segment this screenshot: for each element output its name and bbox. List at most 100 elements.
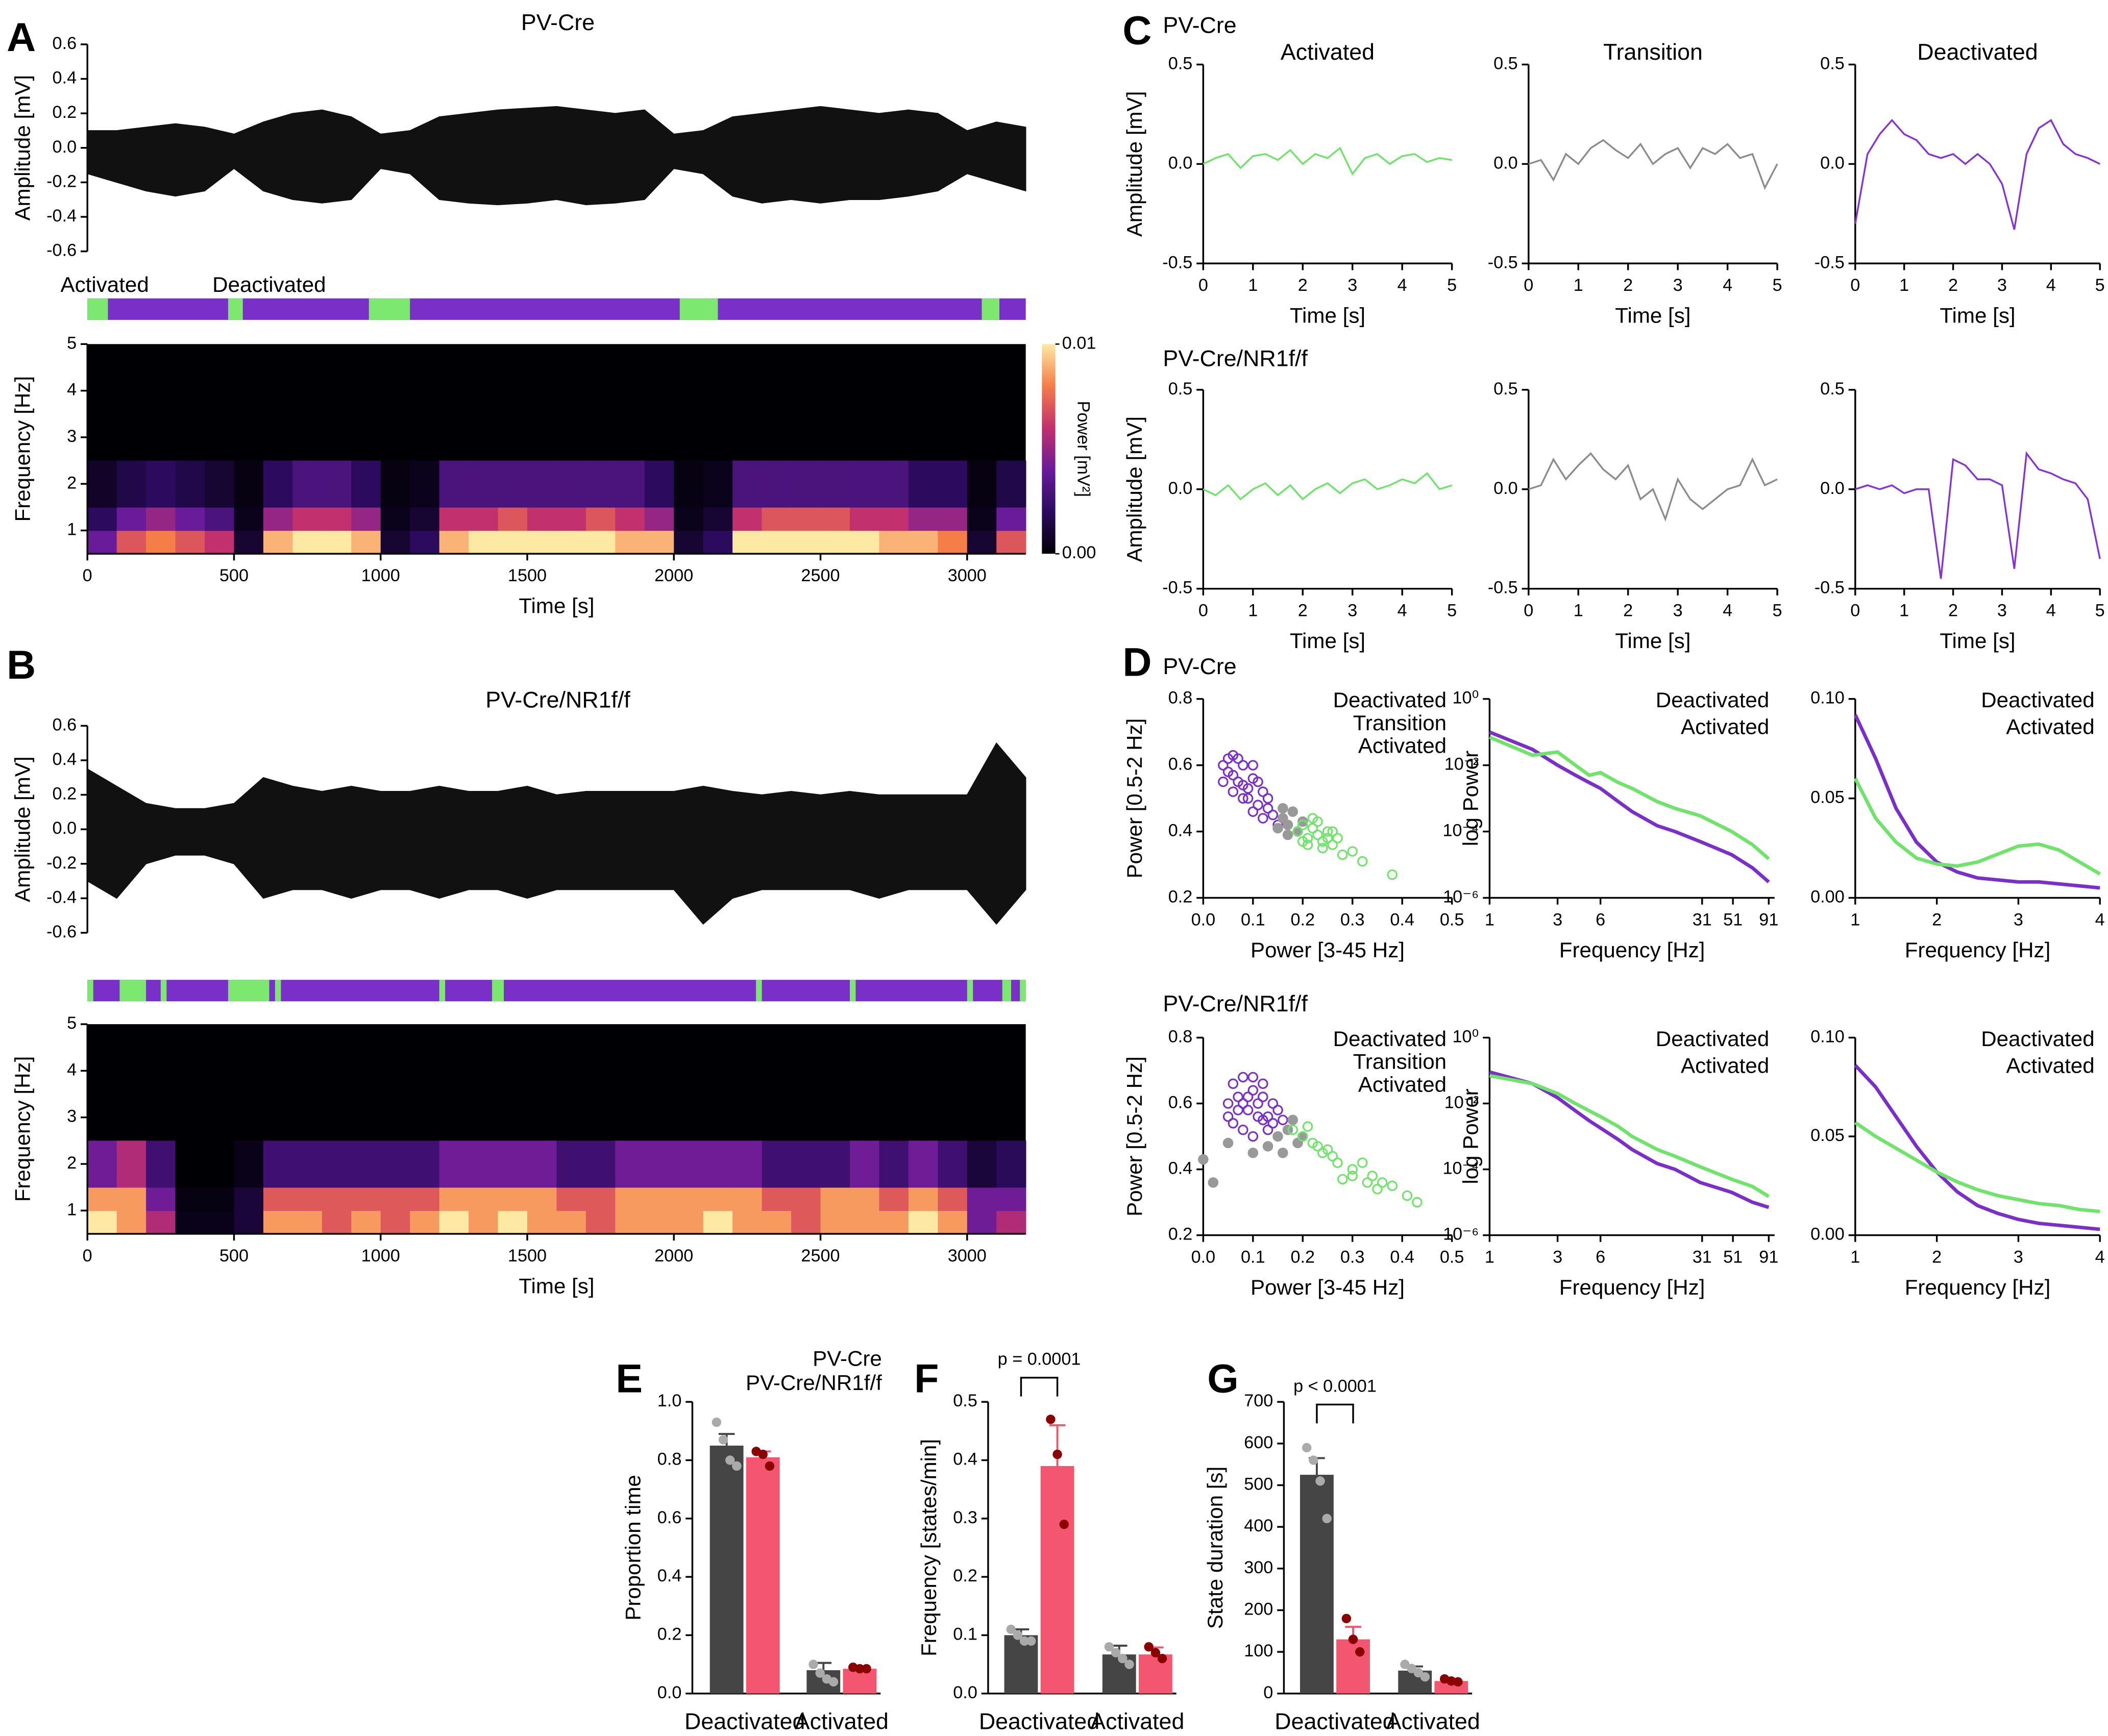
y-tick-label: 0.0 bbox=[1168, 153, 1193, 172]
scatter-point bbox=[1247, 1147, 1259, 1158]
x-tick-label: 500 bbox=[219, 566, 249, 585]
y-tick-label: 100 bbox=[1244, 1641, 1273, 1660]
state-interval bbox=[756, 980, 762, 1002]
x-tick-label: 2000 bbox=[654, 566, 693, 585]
scatter-point bbox=[1337, 849, 1348, 860]
line bbox=[1854, 1121, 2100, 1213]
legend-label: Deactivated bbox=[1981, 688, 2094, 712]
y-tick-label: 10⁻⁶ bbox=[1443, 1225, 1479, 1244]
x-tick-label: 0.1 bbox=[1241, 1247, 1265, 1267]
legend-label: Deactivated bbox=[1656, 1027, 1769, 1051]
y-tick-label: 1.0 bbox=[657, 1391, 682, 1410]
x-axis-label: Frequency [Hz] bbox=[1559, 938, 1705, 962]
y-axis-label: Frequency [Hz] bbox=[11, 1056, 35, 1202]
colorbar-label: Power [mV²] bbox=[1073, 401, 1093, 497]
data-point bbox=[712, 1417, 722, 1427]
y-tick-label: 3 bbox=[67, 1107, 77, 1126]
state-interval bbox=[87, 980, 93, 1002]
x-axis-label: Time [s] bbox=[1940, 304, 2015, 328]
y-tick-label: -0.6 bbox=[46, 241, 77, 260]
heatmap-cell bbox=[938, 1187, 968, 1211]
x-tick-label: 3 bbox=[1673, 601, 1683, 620]
x-tick-label: 2 bbox=[1298, 601, 1308, 620]
heatmap-cell bbox=[292, 530, 323, 554]
panel-letter: D bbox=[1122, 639, 1151, 685]
legend-label: Activated bbox=[1681, 1053, 1769, 1077]
bar bbox=[1040, 1466, 1074, 1694]
y-axis-label: Amplitude [mV] bbox=[11, 756, 35, 902]
scatter-point bbox=[1278, 1114, 1288, 1126]
scatter-point bbox=[1242, 1105, 1254, 1115]
legend-label: Activated bbox=[1681, 715, 1769, 739]
x-tick-label: 2500 bbox=[801, 566, 840, 585]
heatmap-cell bbox=[439, 1187, 469, 1211]
heatmap-cell bbox=[469, 1210, 499, 1234]
heatmap-cell bbox=[615, 1187, 645, 1211]
heatmap-cell bbox=[380, 507, 410, 531]
heatmap-cell bbox=[967, 1140, 997, 1188]
heatmap-cell bbox=[439, 1140, 469, 1188]
x-tick-label: 1000 bbox=[361, 566, 400, 585]
x-tick-label: 4 bbox=[2046, 276, 2056, 295]
data-point bbox=[718, 1435, 728, 1445]
heatmap-cell bbox=[879, 507, 909, 531]
scatter-point bbox=[1233, 1092, 1243, 1102]
y-tick-label: 0.0 bbox=[657, 1683, 682, 1702]
y-tick-label: 0.0 bbox=[1168, 479, 1193, 498]
heatmap-cell bbox=[146, 530, 176, 554]
heatmap-cell bbox=[234, 460, 264, 508]
x-axis-label: Time [s] bbox=[1940, 629, 2015, 653]
heatmap-cell bbox=[674, 530, 704, 554]
heatmap-cell bbox=[556, 1140, 586, 1188]
panel-letter: B bbox=[7, 642, 36, 687]
heatmap-cell bbox=[674, 460, 704, 508]
y-axis-label: log Power bbox=[1458, 1088, 1482, 1184]
legend-label: Activated bbox=[2006, 1053, 2094, 1077]
state-interval bbox=[275, 980, 281, 1002]
scatter-point bbox=[1372, 1183, 1383, 1195]
heatmap-cell bbox=[175, 1187, 205, 1211]
legend-label: Deactivated bbox=[1981, 1027, 2094, 1051]
x-tick-label: 4 bbox=[1723, 601, 1732, 620]
scatter-point bbox=[1247, 760, 1259, 771]
heatmap-cell bbox=[351, 1210, 381, 1234]
heatmap-cell bbox=[908, 460, 939, 508]
x-tick-label: 31 bbox=[1693, 1247, 1712, 1267]
y-axis-label: Amplitude [mV] bbox=[11, 75, 35, 221]
scatter-point bbox=[1287, 1124, 1298, 1135]
heatmap-cell bbox=[175, 1210, 205, 1234]
state-interval bbox=[1002, 980, 1011, 1002]
line bbox=[1203, 472, 1453, 501]
x-tick-label: 0 bbox=[1198, 276, 1208, 295]
x-tick-label: 5 bbox=[2095, 276, 2105, 295]
heatmap-cell bbox=[87, 530, 117, 554]
heatmap-cell bbox=[585, 507, 616, 531]
x-tick-label: 1 bbox=[1850, 1247, 1860, 1267]
scatter-point bbox=[1247, 1085, 1259, 1096]
heatmap-cell bbox=[820, 530, 850, 554]
y-tick-label: 0.00 bbox=[1810, 887, 1845, 907]
x-axis-label: Time [s] bbox=[1615, 304, 1690, 328]
y-axis-label: Amplitude [mV] bbox=[1122, 416, 1146, 562]
significance-bracket bbox=[1020, 1377, 1059, 1397]
scatter-point bbox=[1347, 1164, 1358, 1175]
x-axis-label: Time [s] bbox=[1615, 629, 1690, 653]
scatter-point bbox=[1267, 1118, 1279, 1129]
data-point bbox=[1046, 1415, 1056, 1424]
x-tick-label: 1 bbox=[1850, 910, 1860, 929]
heatmap-cell bbox=[234, 530, 264, 554]
legend-label: Activated bbox=[61, 272, 149, 296]
x-tick-label: 3 bbox=[1553, 910, 1562, 929]
x-tick-label: 91 bbox=[1759, 910, 1778, 929]
y-tick-label: 0.4 bbox=[1168, 1159, 1193, 1178]
panel-letter: A bbox=[7, 14, 36, 60]
scatter-point bbox=[1208, 1177, 1219, 1188]
state-interval bbox=[119, 980, 146, 1002]
scatter-point bbox=[1357, 1157, 1368, 1168]
annotation: p = 0.0001 bbox=[998, 1350, 1081, 1369]
y-tick-label: 0.4 bbox=[53, 750, 77, 769]
timeline-background bbox=[87, 298, 1026, 320]
line bbox=[1489, 730, 1770, 884]
data-point bbox=[1111, 1648, 1121, 1657]
data-point bbox=[1407, 1664, 1416, 1673]
